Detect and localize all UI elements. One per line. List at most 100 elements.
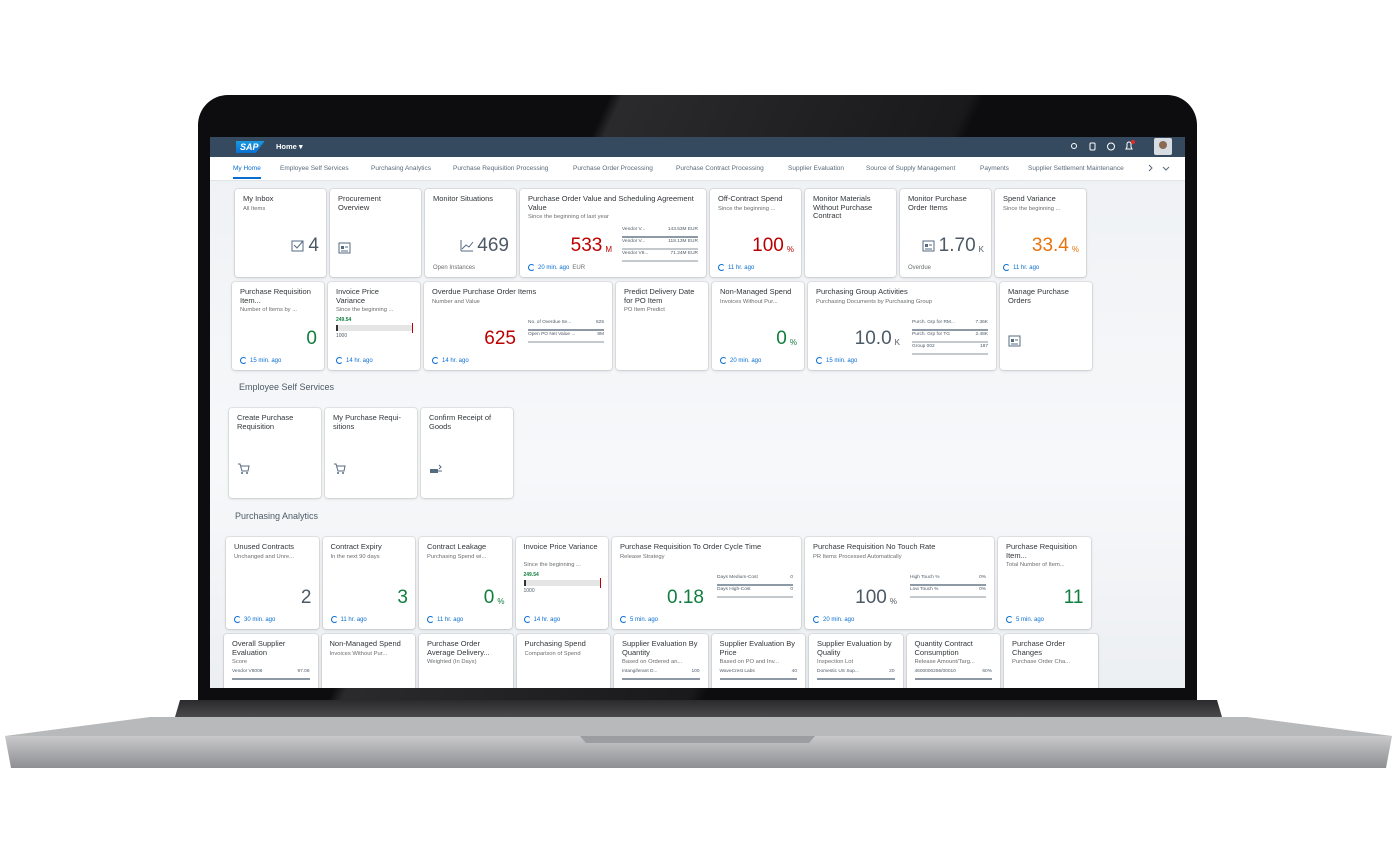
tile[interactable]: Purchase Requisition No Touch Rate PR Ite…: [805, 537, 994, 629]
bar-list: Vendor V... 143.53M EUR Vendor V... 118.13M…: [622, 227, 698, 263]
tab[interactable]: Purchase Requisition Processing: [453, 165, 549, 172]
tile[interactable]: Spend Variance Since the beginning ... 33.…: [995, 189, 1086, 277]
tile-subtitle: Since the beginning ...: [523, 562, 581, 568]
tile[interactable]: Monitor Situations 469 Open Instances: [425, 189, 516, 277]
bar-item: Purch. Grp for TG 2.48K: [912, 332, 988, 343]
refresh-time[interactable]: 14 hr. ago: [442, 357, 469, 364]
tile[interactable]: Overdue Purchase Order Items Number and V…: [424, 282, 612, 370]
tile[interactable]: Monitor Materials Without Purchase Contr…: [805, 189, 896, 277]
bar-value: 187: [979, 344, 988, 349]
tile[interactable]: Contract Expiry In the next 90 days 3 11 hr…: [322, 537, 415, 629]
tab[interactable]: My Home: [233, 165, 261, 179]
tile[interactable]: Invoice Price Variance Since the beginnin…: [515, 537, 608, 629]
refresh-time[interactable]: 11 hr. ago: [340, 616, 367, 623]
logo[interactable]: SAP: [236, 141, 265, 153]
refresh-time[interactable]: 11 hr. ago: [1013, 264, 1040, 271]
bar-list: Vendor V8006 97.08: [232, 669, 310, 681]
bar-list: High Touch % 0% Low Touch % 0%: [910, 575, 986, 599]
tile-footer: 14 hr. ago: [432, 357, 469, 364]
tile[interactable]: Purchase Requisition Item... Total Number…: [998, 537, 1091, 629]
tile-title: Purchase Requisition No Touch Rate: [813, 542, 936, 551]
tab[interactable]: Supplier Settlement Maintenance: [1028, 165, 1124, 172]
tab-overflow[interactable]: [1145, 157, 1175, 180]
home-menu[interactable]: Home ▾: [276, 142, 303, 151]
tile[interactable]: Procurement Overview: [330, 189, 421, 277]
bar-label: Vendor V8006: [232, 669, 263, 674]
tile[interactable]: My Purchase Requi- sitions: [325, 408, 417, 498]
tile[interactable]: Manage Purchase Orders: [1000, 282, 1092, 370]
tile[interactable]: Purchasing Group Activities Purchasing Do…: [808, 282, 996, 370]
refresh-time[interactable]: 14 hr. ago: [533, 616, 561, 623]
refresh-time[interactable]: 11 hr. ago: [728, 264, 755, 271]
tile[interactable]: Purchase Requisition To Order Cycle Time…: [612, 537, 801, 629]
refresh-time[interactable]: 20 min. ago: [730, 357, 762, 364]
refresh-icon: [718, 264, 725, 271]
search-icon[interactable]: [1071, 143, 1077, 149]
tab[interactable]: Purchasing Analytics: [371, 165, 431, 172]
tile-footer: 20 min. ago EUR: [528, 264, 585, 271]
refresh-time[interactable]: 11 hr. ago: [437, 616, 464, 623]
tile-title: Quantity Contract Consumption: [914, 639, 973, 657]
tab[interactable]: Purchase Order Processing: [573, 165, 653, 172]
bar-list: No. of Overdue Ite... 625 Open PO Net Valu…: [528, 320, 604, 344]
tile[interactable]: Purchase Order Average Delivery... Weight…: [419, 634, 513, 688]
value-unit: K: [978, 245, 984, 254]
help-icon[interactable]: [1107, 142, 1115, 151]
refresh-time[interactable]: 20 min. ago: [538, 264, 570, 271]
tile-value: 2: [301, 587, 312, 609]
tile-value: 100%: [855, 587, 897, 609]
bar-item: WaveCrest Labs 40: [719, 669, 797, 680]
refresh-time[interactable]: 15 min. ago: [826, 357, 858, 364]
tile[interactable]: Monitor Purchase Order Items 1.70 K Overdue: [900, 189, 991, 277]
tile[interactable]: Off-Contract Spend Since the beginning ..…: [710, 189, 801, 277]
tile-title: Confirm Receipt of Goods: [429, 413, 492, 431]
refresh-time[interactable]: 5 min. ago: [1016, 616, 1045, 623]
refresh-time[interactable]: 20 min. ago: [823, 616, 855, 623]
tile[interactable]: Purchase Order Value and Scheduling Agre…: [520, 189, 706, 277]
tile-subtitle: PO Item Predict: [624, 307, 665, 313]
tile[interactable]: Purchase Requisition Item... Number of It…: [232, 282, 324, 370]
bar-label: 4600000256/00010: [914, 669, 956, 674]
refresh-time[interactable]: 15 min. ago: [250, 357, 282, 364]
tile[interactable]: Predict Delivery Date for PO Item PO Item…: [616, 282, 708, 370]
tile[interactable]: Create Purchase Requisition: [229, 408, 321, 498]
tile[interactable]: Non-Managed Spend Invoices Without Pur...: [321, 634, 415, 688]
notification-icon[interactable]: [1125, 141, 1133, 150]
tile[interactable]: Non-Managed Spend Invoices Without Pur...…: [712, 282, 804, 370]
tile[interactable]: My Inbox All Items 4: [235, 189, 326, 277]
tile-subtitle: Since the beginning ...: [336, 307, 394, 313]
tile[interactable]: Confirm Receipt of Goods: [421, 408, 513, 498]
tile-subtitle: Inspection Lot: [817, 659, 854, 665]
refresh-time[interactable]: 14 hr. ago: [346, 357, 373, 364]
bar-label: Open PO Net Value ...: [528, 332, 576, 337]
copilot-icon[interactable]: [1089, 142, 1096, 151]
tile[interactable]: Purchase Order Changes Purchase Order Cha…: [1004, 634, 1098, 688]
bar-list: Days Medium-Cost 0 Days High-Cost 0: [717, 575, 793, 599]
tile[interactable]: Invoice Price Variance Since the beginnin…: [328, 282, 420, 370]
tile[interactable]: Supplier Evaluation By Price Based on PO …: [711, 634, 805, 688]
tile[interactable]: Purchasing Spend Comparison of Spend: [516, 634, 610, 688]
tile-value: 100%: [752, 235, 794, 257]
tab[interactable]: Employee Self Services: [280, 165, 349, 172]
tile[interactable]: Unused Contracts Unchanged and Unre... 2 30…: [226, 537, 319, 629]
tile-subtitle: PR Items Processed Automatically: [813, 553, 902, 560]
refresh-time[interactable]: 30 min. ago: [244, 616, 276, 623]
tile[interactable]: Quantity Contract Consumption Release Amo…: [906, 634, 1000, 688]
refresh-icon: [523, 616, 531, 623]
tab[interactable]: Source of Supply Management: [866, 165, 956, 172]
tile-subtitle: Since the beginning ...: [1003, 205, 1061, 212]
base-edge: [5, 736, 1392, 768]
tab[interactable]: Purchase Contract Processing: [676, 165, 764, 172]
bar-value: 7.36K: [975, 320, 988, 325]
tile[interactable]: Overall Supplier Evaluation Score Vendor V…: [224, 634, 318, 688]
value-unit: %: [1071, 245, 1079, 254]
tab[interactable]: Payments: [980, 165, 1009, 172]
tile[interactable]: Supplier Evaluation by Quality Inspection…: [809, 634, 903, 688]
bullet-chart: 249.54 1000: [523, 572, 601, 594]
tab[interactable]: Supplier Evaluation: [788, 165, 845, 172]
refresh-time[interactable]: 5 min. ago: [630, 616, 659, 623]
tile-title: Create Purchase Requisition: [237, 413, 294, 431]
tile[interactable]: Contract Leakage Purchasing Spend wi... 0%…: [419, 537, 512, 629]
tile-icon: [338, 242, 351, 254]
tile[interactable]: Supplier Evaluation By Quantity Based on …: [614, 634, 708, 688]
